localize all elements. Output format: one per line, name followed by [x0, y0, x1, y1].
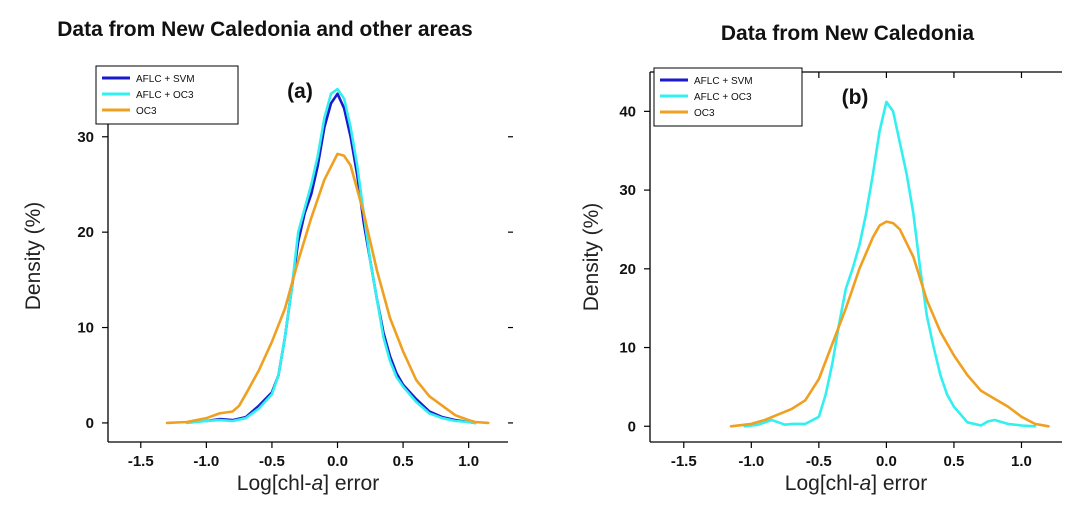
y-axis-label: Density (%): [580, 203, 603, 312]
x-axis-label-suffix: ] error: [323, 472, 379, 495]
panel-label: (a): [287, 80, 313, 103]
legend-label: AFLC + OC3: [694, 92, 752, 103]
legend-label: OC3: [694, 108, 715, 119]
y-tick-label: 20: [619, 261, 636, 278]
series-line: [729, 220, 1050, 428]
x-tick-label: 1.0: [458, 453, 479, 470]
chart-panel-a: Data from New Caledonia and other areas …: [22, 18, 513, 495]
series-line: [185, 87, 477, 425]
x-axis-label-italic: a: [312, 472, 324, 495]
x-axis-label: Log[chl-a] error: [237, 472, 379, 495]
chart-title: Data from New Caledonia and other areas: [57, 18, 473, 41]
chart-title: Data from New Caledonia: [720, 22, 975, 45]
y-tick-label: 30: [619, 182, 636, 199]
y-tick-label: 10: [619, 340, 636, 357]
x-tick-label: -1.0: [738, 453, 764, 470]
x-tick-label: -1.0: [193, 453, 219, 470]
x-tick-label: 0.5: [393, 453, 414, 470]
y-axis-label: Density (%): [22, 202, 45, 311]
y-tick-label: 10: [77, 320, 94, 337]
series-line: [743, 100, 1037, 428]
x-tick-label: -0.5: [806, 453, 832, 470]
x-tick-label: 1.0: [1011, 453, 1032, 470]
legend-label: AFLC + SVM: [694, 76, 753, 87]
chart-panel-b: Data from New Caledonia -1.5 -1.0 -0.5 0.0 0…: [540, 0, 1065, 506]
legend-label: AFLC + SVM: [136, 74, 195, 85]
x-axis-label-prefix: Log[chl-: [237, 472, 312, 495]
x-tick-label: 0.0: [876, 453, 897, 470]
legend-label: AFLC + OC3: [136, 90, 194, 101]
y-tick-label: 0: [628, 418, 636, 435]
x-tick-label: -0.5: [259, 453, 285, 470]
chart-a-svg: -1.5 -1.0 -0.5 0.0 0.5 1.0 0 10 20 30 Log[chl-a] e…: [22, 65, 513, 495]
panel-label: (b): [842, 86, 869, 109]
x-axis-label-italic: a: [860, 472, 872, 495]
chart-b-svg: -1.5 -1.0 -0.5 0.0 0.5 1.0 0 10 20 30 40 Log[chl-a]…: [580, 67, 1062, 495]
x-axis-label-prefix: Log[chl-: [785, 472, 860, 495]
y-tick-label: 30: [77, 129, 94, 146]
legend-label: OC3: [136, 106, 157, 117]
y-tick-label: 40: [619, 103, 636, 120]
series-line: [165, 152, 490, 425]
x-tick-label: -1.5: [128, 453, 154, 470]
x-axis-label-suffix: ] error: [871, 472, 927, 495]
x-tick-label: 0.0: [327, 453, 348, 470]
y-tick-label: 20: [77, 224, 94, 241]
series-line: [205, 92, 477, 425]
x-axis-label: Log[chl-a] error: [785, 472, 927, 495]
x-tick-label: -1.5: [671, 453, 697, 470]
y-tick-label: 0: [86, 415, 94, 432]
x-tick-label: 0.5: [944, 453, 965, 470]
